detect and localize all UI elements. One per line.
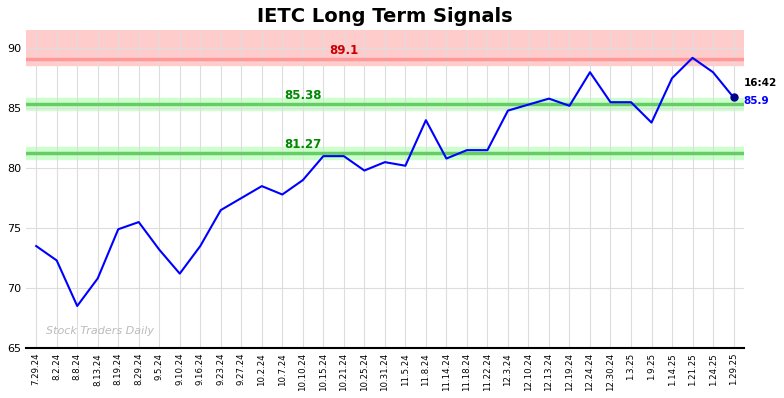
Bar: [26, 147, 744, 159]
Bar: [26, 98, 744, 109]
Text: 85.9: 85.9: [744, 96, 769, 106]
Text: 16:42: 16:42: [744, 78, 777, 88]
Text: 85.38: 85.38: [284, 89, 321, 102]
Text: Stock Traders Daily: Stock Traders Daily: [46, 326, 154, 336]
Bar: [26, 30, 744, 65]
Text: 81.27: 81.27: [285, 138, 321, 151]
Text: 89.1: 89.1: [329, 44, 358, 57]
Title: IETC Long Term Signals: IETC Long Term Signals: [257, 7, 513, 26]
